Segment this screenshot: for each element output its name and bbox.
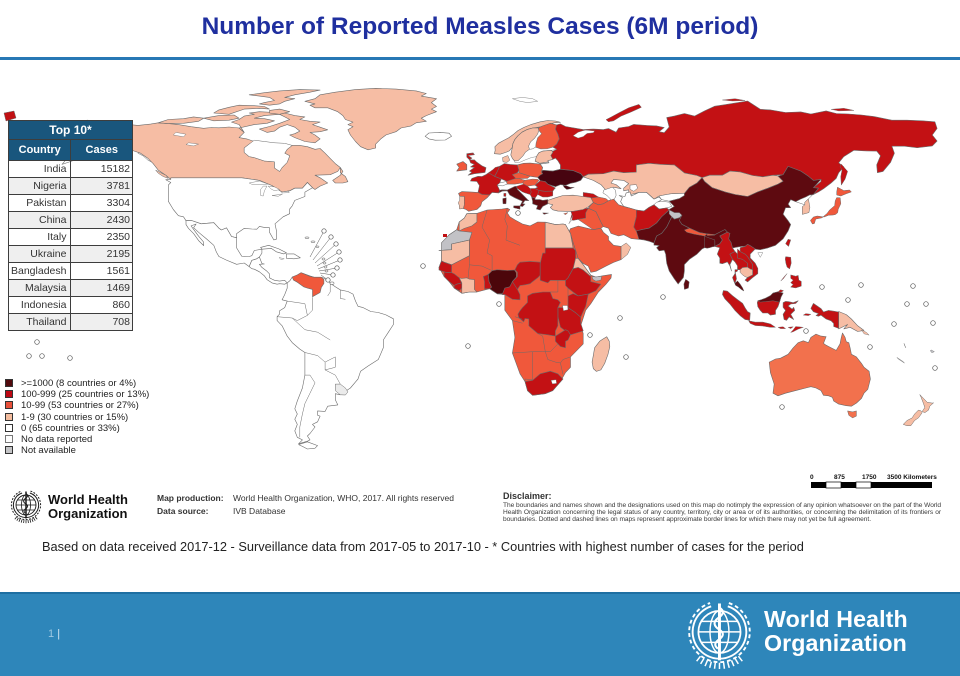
svg-text:0: 0: [810, 474, 814, 481]
svg-text:875: 875: [834, 474, 845, 481]
svg-text:3500 Kilometers: 3500 Kilometers: [887, 474, 937, 481]
svg-text:Organization: Organization: [48, 506, 128, 521]
svg-text:1750: 1750: [862, 474, 877, 481]
svg-text:World Health: World Health: [48, 492, 128, 507]
